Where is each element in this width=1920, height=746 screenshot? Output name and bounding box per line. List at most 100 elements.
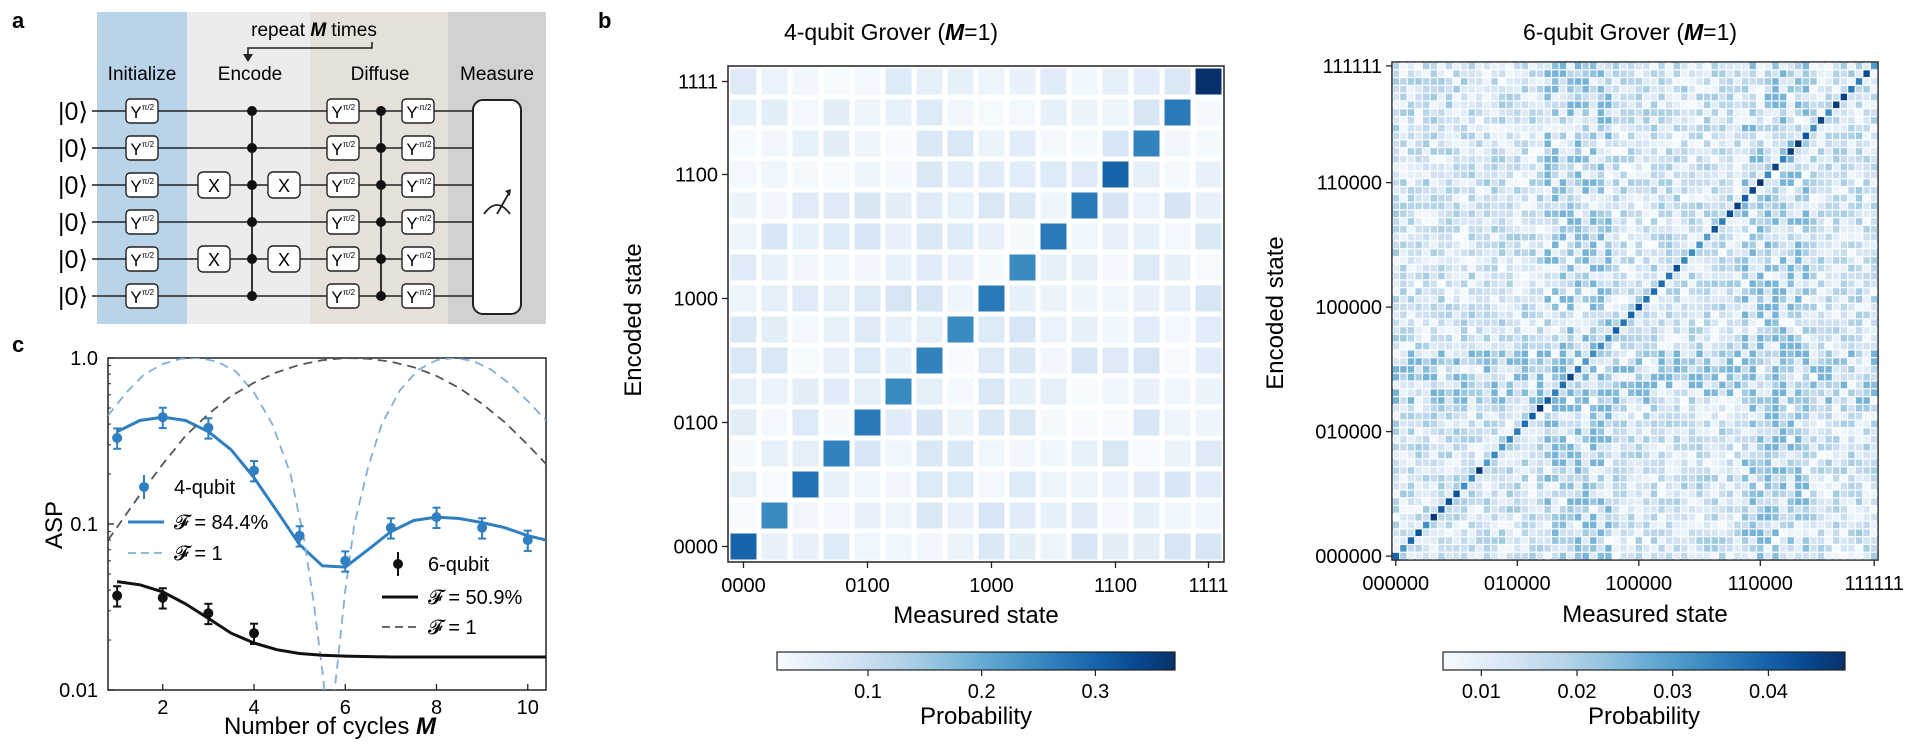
heatmap-cell xyxy=(1582,85,1589,93)
heatmap-cell xyxy=(1521,397,1529,404)
heatmap-cell xyxy=(1779,459,1787,467)
heatmap-cell xyxy=(1871,109,1878,116)
heatmap-cell xyxy=(1460,171,1468,179)
heatmap-cell xyxy=(1422,202,1430,210)
heatmap-cell xyxy=(1536,272,1544,280)
heatmap-cell xyxy=(1658,249,1665,256)
heatmap4-xlabel: Measured state xyxy=(893,602,1058,629)
heatmap-cell xyxy=(1628,513,1635,521)
heatmap-cell xyxy=(1476,327,1483,334)
heatmap-cell xyxy=(1559,202,1567,210)
heatmap-cell xyxy=(1582,537,1589,544)
heatmap-cell xyxy=(1802,327,1810,334)
heatmap-cell xyxy=(1726,233,1734,241)
heatmap-cell xyxy=(1597,70,1605,77)
heatmap-cell xyxy=(1817,545,1825,552)
heatmap-cell xyxy=(1498,482,1506,490)
heatmap-cell xyxy=(1491,132,1498,140)
heatmap-cell xyxy=(1536,303,1544,311)
heatmap-cell xyxy=(1552,451,1559,459)
y-gate-box xyxy=(125,135,159,161)
heatmap-cell xyxy=(1825,179,1832,186)
heatmap-cell xyxy=(1476,475,1483,482)
heatmap-cell xyxy=(1635,350,1642,358)
heatmap-cell xyxy=(1688,233,1696,241)
heatmap-cell xyxy=(1833,148,1840,155)
heatmap-cell xyxy=(1764,257,1772,264)
heatmap-cell xyxy=(1605,475,1612,482)
heatmap-cell xyxy=(1620,155,1627,163)
heatmap-cell xyxy=(947,130,974,157)
heatmap-cell xyxy=(1871,226,1878,233)
heatmap-cell xyxy=(1749,124,1756,132)
heatmap-cell xyxy=(1529,311,1536,319)
heatmap-cell xyxy=(1673,389,1680,396)
heatmap-cell xyxy=(1407,342,1415,350)
heatmap-cell xyxy=(1711,117,1718,124)
heatmap-cell xyxy=(1506,389,1513,396)
heatmap-cell xyxy=(978,161,1005,188)
heatmap-cell xyxy=(1590,358,1597,365)
heatmap-cell xyxy=(1757,272,1764,280)
heatmap-cell xyxy=(1582,412,1589,420)
heatmap-cell xyxy=(1863,404,1870,412)
heatmap-cell xyxy=(1757,327,1764,334)
heatmap-cell xyxy=(1840,443,1848,451)
colorbar-tick-label: 0.04 xyxy=(1749,681,1788,703)
meter-needle-head xyxy=(505,189,511,196)
heatmap-cell xyxy=(1574,163,1582,171)
heatmap-cell xyxy=(1650,93,1658,101)
heatmap-cell xyxy=(1514,498,1521,505)
heatmap-cell xyxy=(1848,490,1855,498)
heatmap-cell xyxy=(1643,513,1650,521)
heatmap-cell xyxy=(1764,436,1772,443)
heatmap-cell xyxy=(823,285,850,312)
heatmap-cell xyxy=(1597,249,1605,256)
heatmap-cell xyxy=(1422,124,1430,132)
heatmap-cell xyxy=(1810,194,1817,202)
heatmap-cell xyxy=(1734,537,1741,544)
heatmap-cell xyxy=(1552,296,1559,303)
heatmap-cell xyxy=(1696,226,1703,233)
heatmap-cell xyxy=(1453,202,1460,210)
heatmap-diagonal-cell xyxy=(1559,381,1567,389)
heatmap-cell xyxy=(1544,319,1551,326)
heatmap-cell xyxy=(1422,358,1430,365)
heatmap-cell xyxy=(1703,319,1711,326)
heatmap-cell xyxy=(1559,397,1567,404)
heatmap-cell xyxy=(1422,62,1430,70)
heatmap-cell xyxy=(1559,529,1567,537)
heatmap-cell xyxy=(1491,233,1498,241)
heatmap-cell xyxy=(1650,482,1658,490)
heatmap-cell xyxy=(1597,529,1605,537)
heatmap-cell xyxy=(1643,155,1650,163)
heatmap-cell xyxy=(1536,202,1544,210)
heatmap-cell xyxy=(1825,521,1832,529)
heatmap-cell xyxy=(1597,381,1605,389)
heatmap-cell xyxy=(1703,70,1711,77)
heatmap-cell xyxy=(1688,171,1696,179)
heatmap-cell xyxy=(1445,342,1453,350)
heatmap-cell xyxy=(1665,109,1673,116)
heatmap-cell xyxy=(1445,124,1453,132)
heatmap-cell xyxy=(1582,288,1589,295)
heatmap-cell xyxy=(1476,490,1483,498)
heatmap-cell xyxy=(1795,249,1802,256)
heatmap-cell xyxy=(1848,241,1855,249)
heatmap-diagonal-cell xyxy=(1726,210,1734,218)
heatmap-cell xyxy=(1688,498,1696,505)
heatmap-cell xyxy=(1757,78,1764,85)
heatmap-cell xyxy=(1590,428,1597,435)
heatmap-cell xyxy=(1703,420,1711,428)
ket-zero-label: |0⟩ xyxy=(58,283,88,311)
heatmap-cell xyxy=(1620,358,1627,365)
heatmap-cell xyxy=(1536,498,1544,505)
x-gate: X xyxy=(267,171,301,199)
heatmap-cell xyxy=(1764,78,1772,85)
heatmap-cell xyxy=(1628,552,1635,560)
heatmap-cell xyxy=(1514,163,1521,171)
heatmap-cell xyxy=(1855,280,1863,288)
heatmap-cell xyxy=(1536,296,1544,303)
heatmap-cell xyxy=(1536,366,1544,373)
